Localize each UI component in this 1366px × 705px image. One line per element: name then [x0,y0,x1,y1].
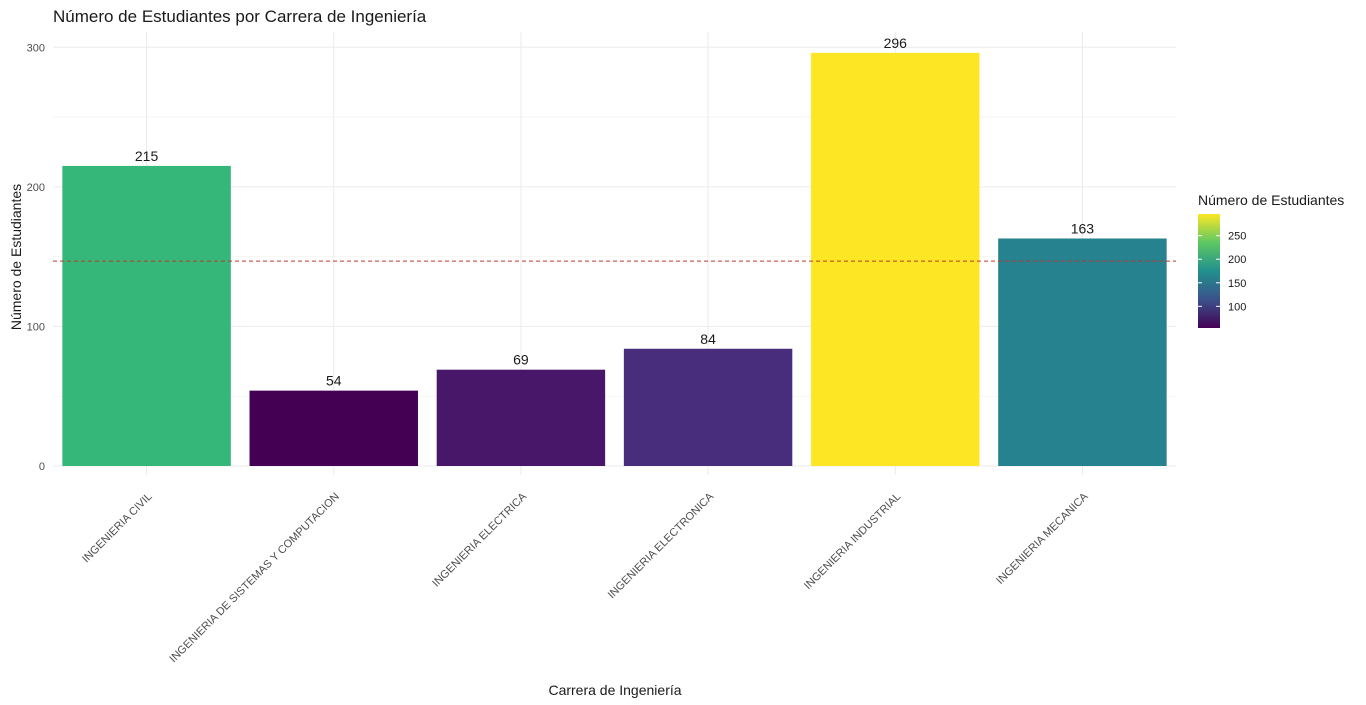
x-tick-label: INGENIERIA DE SISTEMAS Y COMPUTACION [167,491,341,665]
legend-tick-label: 200 [1228,254,1246,266]
x-tick-label: INGENIERIA CIVIL [80,491,155,566]
x-tick-label: INGENIERIA INDUSTRIAL [802,491,903,592]
bar-value-label: 215 [135,148,159,164]
bar-value-label: 296 [884,35,908,51]
color-legend: Número de Estudiantes 100 150 200 250 [1198,192,1344,328]
legend-tick-label: 250 [1228,231,1246,243]
bar [998,238,1167,466]
y-tick-label: 200 [27,182,45,194]
bar-labels-group: 215 54 69 84 296 163 [135,35,1094,389]
legend-colorbar [1198,214,1220,328]
legend-tick-label: 100 [1228,301,1246,313]
legend-ticks: 100 150 200 250 [1198,231,1246,313]
bar [249,390,418,466]
bar-value-label: 54 [326,373,342,389]
legend-tick-label: 150 [1228,278,1246,290]
x-tick-labels: INGENIERIA CIVIL INGENIERIA DE SISTEMAS Y… [80,490,1091,665]
bar [436,369,606,466]
bar-value-label: 69 [513,352,529,368]
bar [811,52,980,466]
x-axis-title: Carrera de Ingeniería [548,682,681,698]
x-tick-label: INGENIERIA ELECTRICA [430,490,529,589]
legend-title: Número de Estudiantes [1198,192,1344,208]
y-tick-label: 100 [27,321,45,333]
y-tick-label: 300 [27,42,45,54]
chart-title: Número de Estudiantes por Carrera de Ing… [53,7,427,26]
y-axis-title: Número de Estudiantes [8,184,24,330]
bar-value-label: 84 [700,331,716,347]
y-tick-label: 0 [39,461,45,473]
y-tick-labels: 0 100 200 300 [27,42,45,473]
bar [62,165,231,466]
x-tick-label: INGENIERIA MECANICA [994,490,1091,587]
bar [623,348,793,466]
bars-group [62,52,1167,466]
x-tick-label: INGENIERIA ELECTRONICA [606,490,717,601]
bar-value-label: 163 [1071,221,1095,237]
